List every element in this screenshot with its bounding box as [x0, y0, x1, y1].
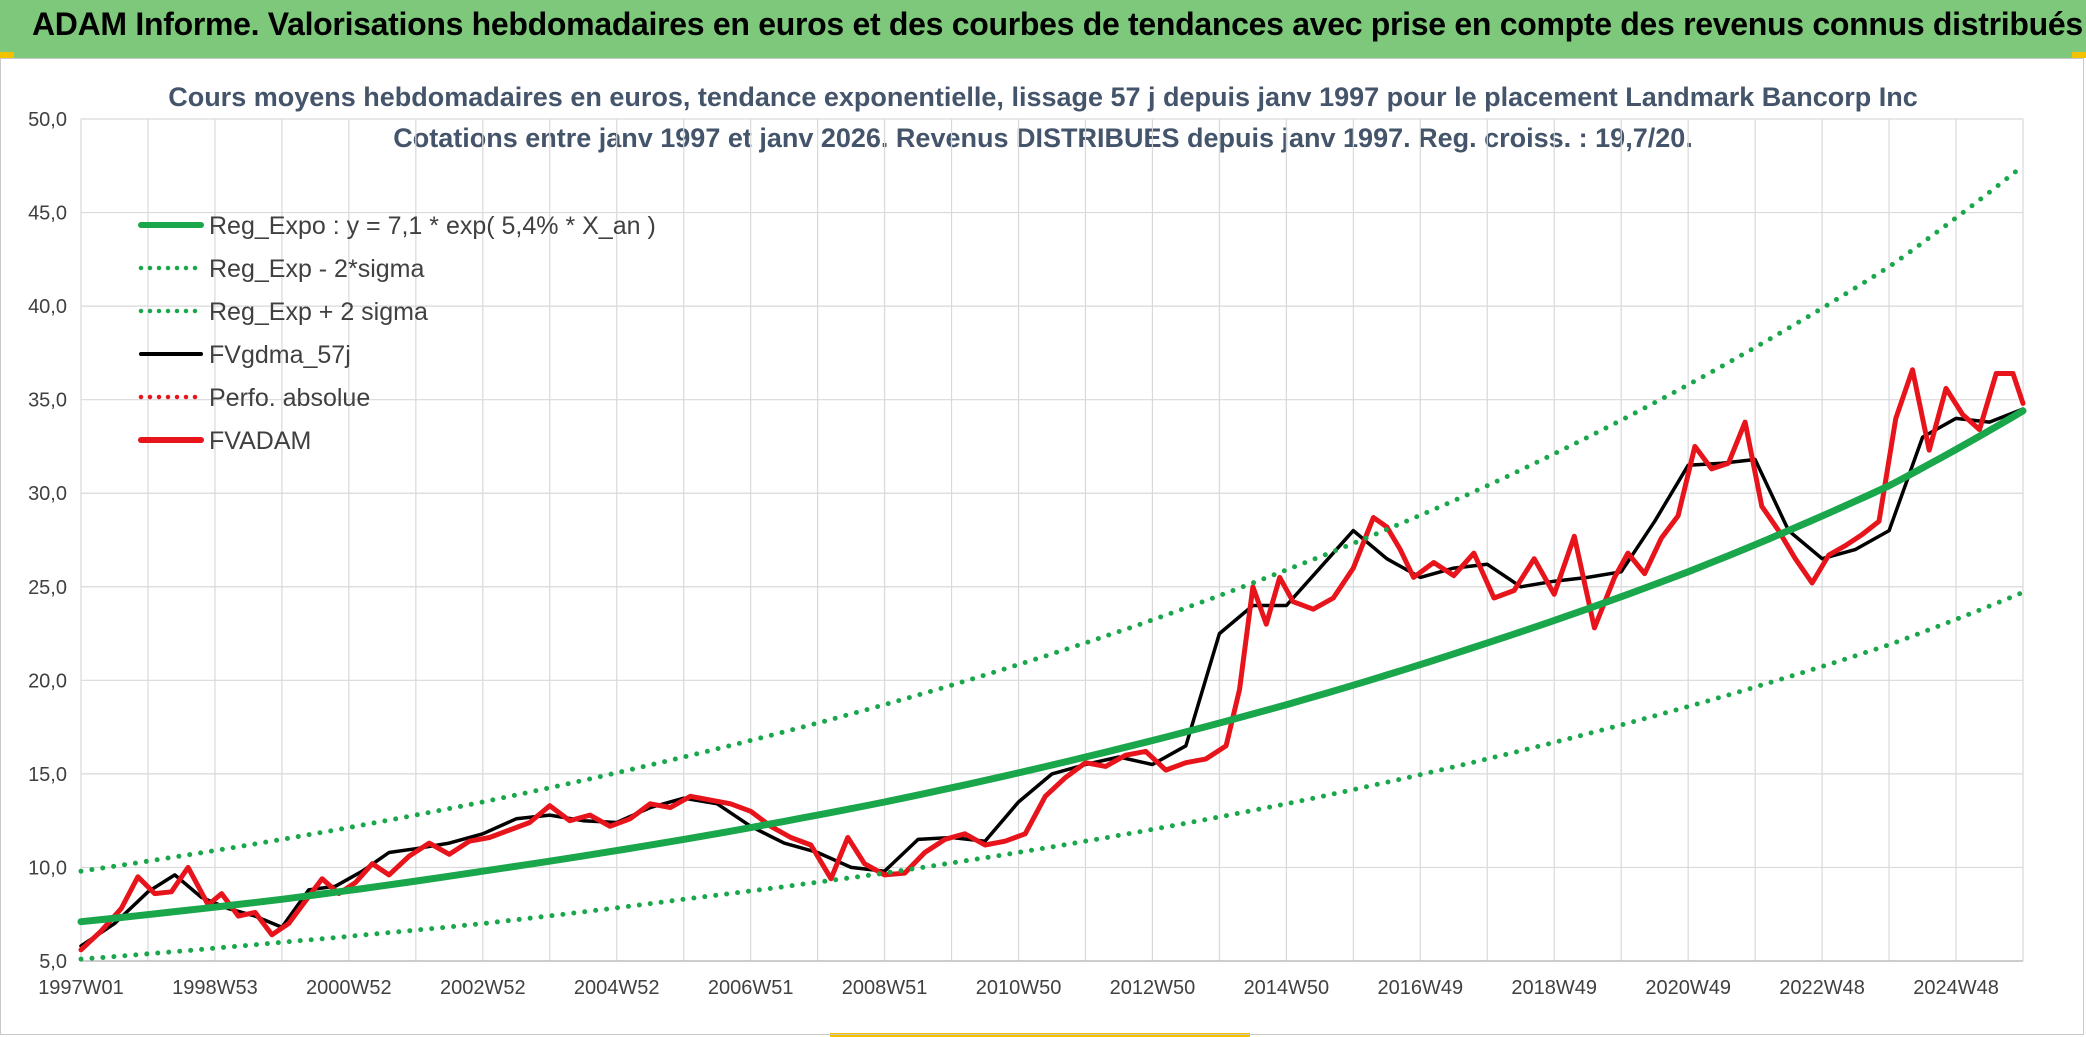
y-tick-label: 10,0	[28, 857, 67, 879]
legend-label-fvgdma: FVgdma_57j	[209, 341, 351, 369]
y-tick-label: 45,0	[28, 203, 67, 225]
x-tick-label: 2000W52	[306, 977, 392, 999]
series-reg-expo	[77, 407, 2027, 926]
legend: Reg_Expo : y = 7,1 * exp( 5,4% * X_an ) R…	[138, 212, 656, 455]
chart-title-line1: Cours moyens hebdomadaires en euros, ten…	[168, 82, 1918, 112]
line-chart: Cours moyens hebdomadaires en euros, ten…	[28, 82, 2027, 999]
series-fvadam	[78, 367, 2026, 953]
chart-area: Cours moyens hebdomadaires en euros, ten…	[0, 58, 2084, 1035]
y-tick-label: 5,0	[39, 951, 67, 973]
series-reg-plus-2sigma	[78, 163, 2026, 874]
y-tick-label: 20,0	[28, 670, 67, 692]
x-tick-label: 2004W52	[574, 977, 660, 999]
x-tick-label: 2022W48	[1779, 977, 1865, 999]
series-reg-minus-2sigma	[78, 589, 2026, 962]
series-layer	[77, 163, 2027, 962]
y-tick-label: 30,0	[28, 483, 67, 505]
x-tick-label: 2024W48	[1913, 977, 1999, 999]
y-tick-label: 25,0	[28, 577, 67, 599]
x-tick-label: 2002W52	[440, 977, 526, 999]
y-tick-label: 50,0	[28, 109, 67, 131]
legend-label-reg_plus: Reg_Exp + 2 sigma	[209, 298, 428, 326]
y-tick-label: 15,0	[28, 764, 67, 786]
y-tick-label: 35,0	[28, 390, 67, 412]
legend-label-fvadam: FVADAM	[209, 427, 311, 455]
y-tick-label: 40,0	[28, 296, 67, 318]
x-tick-label: 2014W50	[1244, 977, 1330, 999]
x-tick-label: 1998W53	[172, 977, 258, 999]
axis-labels: 5,0 10,0 15,0 20,0 25,0 30,0 35,0 40,0 45,0 50,0 1…	[28, 109, 2023, 999]
chart-title-line2: Cotations entre janv 1997 et janv 2026. …	[393, 123, 1693, 153]
x-tick-label: 2008W51	[842, 977, 928, 999]
corner-accent-bottom	[830, 1033, 1250, 1037]
x-tick-label: 2010W50	[976, 977, 1062, 999]
x-tick-label: 2006W51	[708, 977, 794, 999]
corner-accent-top-left	[0, 52, 14, 58]
report-banner: ADAM Informe. Valorisations hebdomadaire…	[0, 0, 2086, 58]
legend-label-reg_minus: Reg_Exp - 2*sigma	[209, 255, 424, 283]
legend-label-reg_expo: Reg_Expo : y = 7,1 * exp( 5,4% * X_an )	[209, 212, 656, 240]
legend-label-perfo: Perfo. absolue	[209, 384, 370, 412]
x-tick-label: 1997W01	[38, 977, 124, 999]
x-tick-label: 2016W49	[1377, 977, 1463, 999]
x-tick-label: 2018W49	[1511, 977, 1597, 999]
x-tick-label: 2012W50	[1110, 977, 1196, 999]
report-title: ADAM Informe. Valorisations hebdomadaire…	[32, 6, 2083, 42]
x-tick-label: 2020W49	[1645, 977, 1731, 999]
corner-accent-top-right	[2072, 52, 2086, 58]
grid-lines	[80, 118, 2024, 962]
